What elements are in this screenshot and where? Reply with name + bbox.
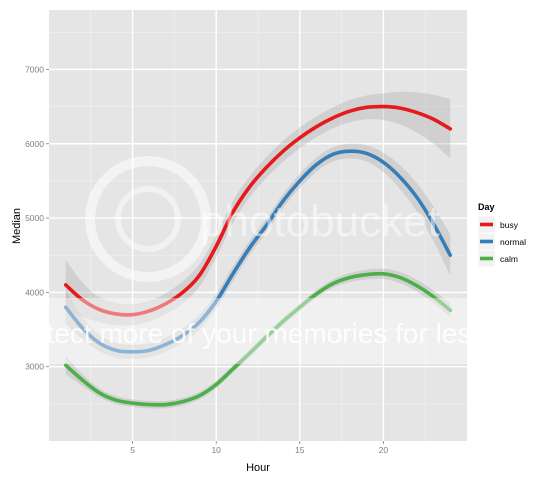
x-tick-label: 5 <box>130 445 135 455</box>
legend-label-normal: normal <box>500 237 526 247</box>
series-line-normal <box>63 149 453 354</box>
watermark-tagline: Protect more of your memories for less! <box>3 318 493 349</box>
watermark-main-text: photobucket <box>200 197 440 246</box>
series-line-busy <box>63 104 453 317</box>
legend-label-calm: calm <box>500 254 518 264</box>
photobucket-watermark: photobucket Protect more of your memorie… <box>0 156 550 364</box>
y-tick-label: 5000 <box>25 213 44 223</box>
y-axis-ticks: 3000 4000 5000 6000 7000 <box>25 64 49 372</box>
x-tick-label: 10 <box>211 445 221 455</box>
series-line-calm <box>63 271 453 407</box>
watermark-banner <box>0 298 550 364</box>
confidence-band-busy <box>65 91 451 326</box>
grid-major <box>49 10 467 441</box>
watermark-logo-ring <box>85 156 211 282</box>
legend-title: Day <box>478 202 495 212</box>
y-tick-label: 3000 <box>25 362 44 372</box>
y-axis-title: Median <box>11 208 23 244</box>
legend: Day busy normal calm <box>477 202 526 268</box>
y-tick-label: 4000 <box>25 287 44 297</box>
x-axis-title: Hour <box>246 462 270 474</box>
watermark-logo-ring-inner <box>115 186 181 252</box>
x-axis-ticks: 5 10 15 20 <box>130 441 388 455</box>
legend-label-busy: busy <box>500 220 519 230</box>
y-tick-label: 6000 <box>25 139 44 149</box>
y-tick-label: 7000 <box>25 64 44 74</box>
series-lines <box>63 104 453 407</box>
x-tick-label: 15 <box>295 445 305 455</box>
x-tick-label: 20 <box>379 445 389 455</box>
